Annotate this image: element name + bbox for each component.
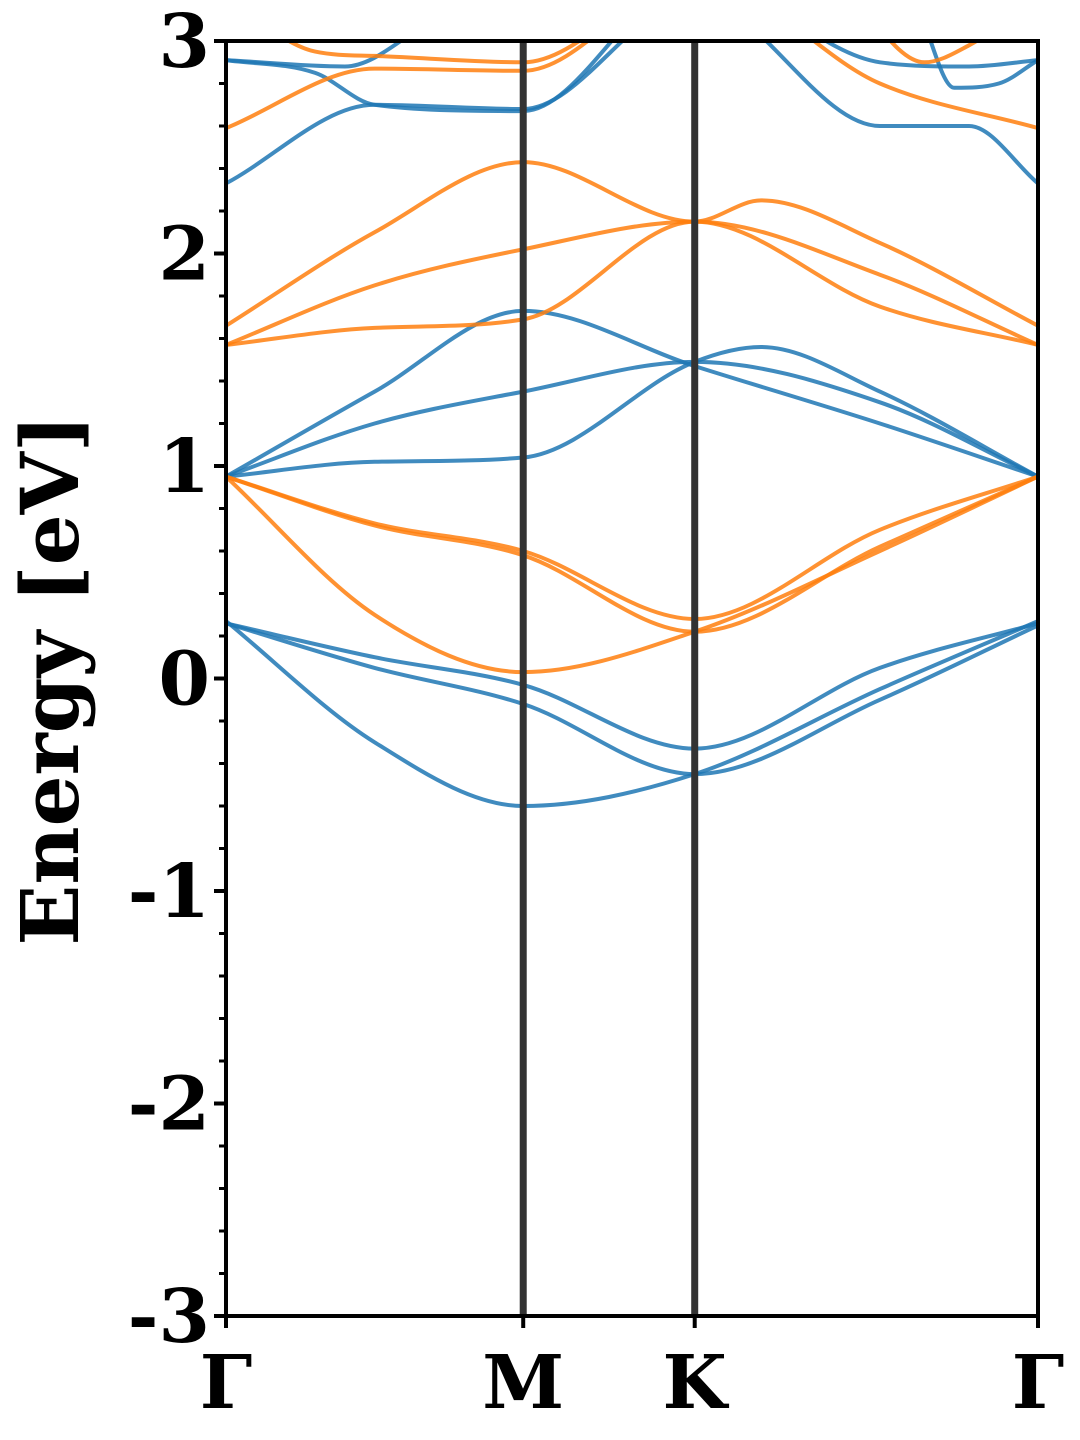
band-spin-down-15 [226,41,1038,131]
band-spin-up-4 [226,359,1038,479]
band-spin-down-16 [285,41,981,65]
y-tick-label: -3 [128,1274,210,1360]
y-tick-label: -2 [128,1062,210,1148]
x-tick-label-0: Γ [200,1340,253,1426]
kpoint-separators [519,41,699,1316]
x-tick-label-3: Γ [1012,1340,1065,1426]
band-spin-up-0 [226,619,1038,808]
band-spin-up-1 [226,621,1038,777]
bands-layer [226,41,1038,808]
band-spin-down-13 [226,219,1038,347]
y-axis-label: Energy [eV] [3,414,97,945]
band-spin-down-9 [226,474,1038,675]
y-tick-label: 1 [159,424,211,510]
band-spin-down-11 [226,474,1038,621]
y-tick-label: 3 [159,0,211,85]
band-spin-down-14 [226,160,1038,328]
x-tick-label-1: M [482,1340,564,1426]
band-spin-up-5 [226,345,1038,479]
y-tick-label: 2 [159,212,211,298]
band-spin-down-12 [226,219,1038,347]
plot-frame [224,39,1040,1318]
band-spin-up-7 [226,41,1038,69]
band-spin-up-2 [226,621,1038,751]
y-tick-label: 0 [159,637,211,723]
x-tick-label-2: K [663,1340,730,1426]
y-tick-label: -1 [128,849,210,935]
y-tick-labels: -3 -2 -1 0 1 2 3 [128,0,210,1360]
band-spin-up-8 [226,41,1038,114]
band-spin-down-10 [226,474,1038,634]
band-spin-up-3 [226,308,1038,479]
